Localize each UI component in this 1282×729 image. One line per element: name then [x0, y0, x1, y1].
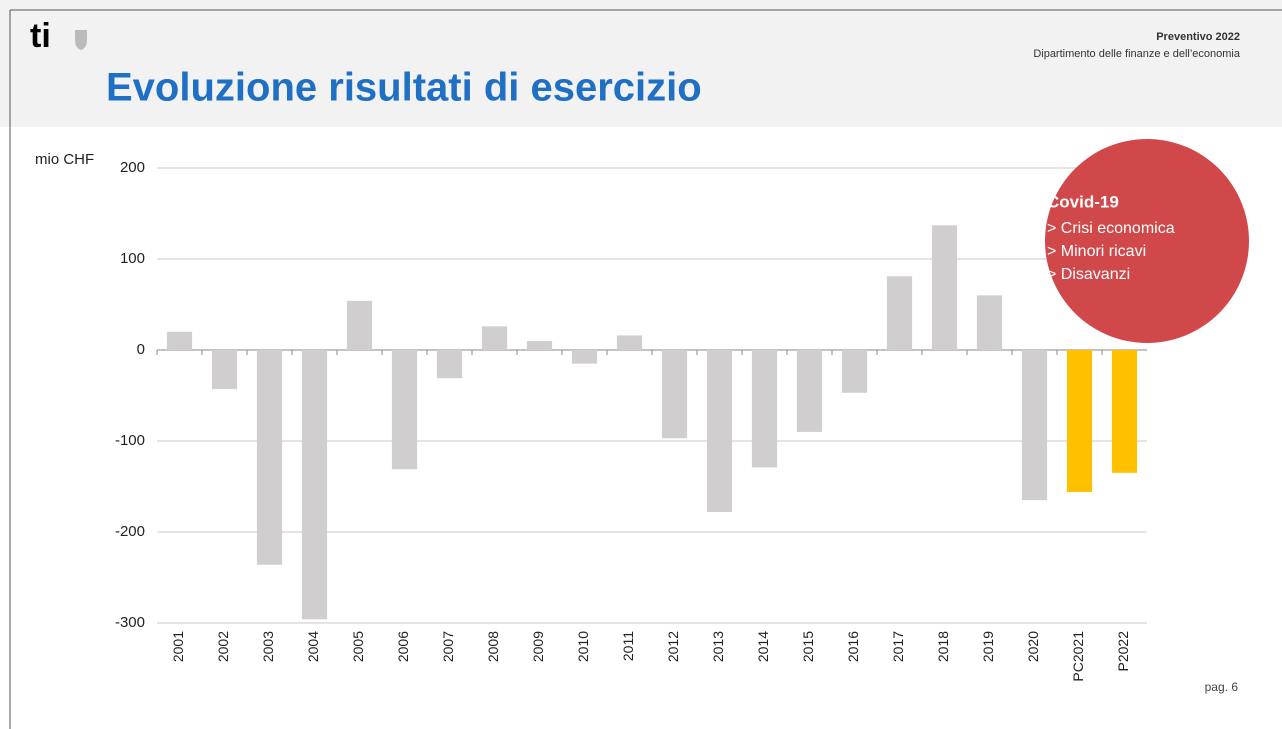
y-tick-label: 100	[120, 250, 145, 267]
x-tick-label: 2007	[440, 631, 456, 662]
x-tick-label: 2014	[755, 631, 771, 662]
bar	[1111, 350, 1138, 473]
bar	[256, 350, 283, 565]
bar	[1021, 350, 1048, 501]
logo-shield	[75, 30, 87, 50]
bar	[166, 331, 193, 350]
bar	[886, 276, 913, 350]
x-tick-label: 2019	[980, 631, 996, 662]
x-tick-label: 2005	[350, 631, 366, 662]
bar	[661, 350, 688, 439]
x-tick-label: 2011	[620, 631, 636, 661]
bar	[751, 350, 778, 468]
y-tick-label: -100	[115, 432, 145, 449]
subtitle: Preventivo 2022	[1156, 31, 1240, 43]
bar	[796, 350, 823, 432]
x-tick-label: 2020	[1025, 631, 1041, 662]
page-number: pag. 6	[1205, 680, 1239, 694]
bar	[436, 350, 463, 379]
y-tick-label: 200	[120, 159, 145, 176]
x-tick-label: 2002	[215, 631, 231, 662]
department: Dipartimento delle finanze e dell’econom…	[1033, 48, 1241, 60]
covid-circle	[1045, 139, 1249, 343]
x-tick-label: 2006	[395, 631, 411, 662]
bar	[706, 350, 733, 512]
x-tick-label: 2010	[575, 631, 591, 662]
y-tick-label: 0	[137, 341, 145, 358]
bar	[841, 350, 868, 393]
x-tick-label: 2015	[800, 631, 816, 662]
bar	[526, 340, 553, 350]
bar	[211, 350, 238, 390]
x-tick-label: 2004	[305, 631, 321, 662]
bar	[976, 295, 1003, 350]
x-tick-label: 2008	[485, 631, 501, 662]
bar	[346, 300, 373, 350]
x-tick-label: 2012	[665, 631, 681, 662]
x-tick-label: 2001	[170, 631, 186, 662]
bar	[391, 350, 418, 470]
bar	[571, 350, 598, 364]
x-tick-label: 2016	[845, 631, 861, 662]
x-tick-label: 2017	[890, 631, 906, 662]
logo: ti	[30, 17, 51, 55]
y-tick-label: -300	[115, 614, 145, 631]
annotation-line: > Minori ricavi	[1047, 243, 1146, 260]
y-axis-label: mio CHF	[35, 151, 94, 168]
bar	[301, 350, 328, 620]
x-tick-label: 2018	[935, 631, 951, 662]
x-tick-label: 2013	[710, 631, 726, 662]
bar	[481, 326, 508, 350]
x-tick-label: P2022	[1115, 631, 1131, 672]
slide-title: Evoluzione risultati di esercizio	[106, 66, 702, 110]
annotation-line: > Disavanzi	[1047, 266, 1130, 283]
header-band	[0, 0, 1282, 127]
annotation-line: > Crisi economica	[1047, 220, 1175, 237]
bar	[1066, 350, 1093, 492]
bar	[931, 225, 958, 350]
x-tick-label: 2003	[260, 631, 276, 662]
bar	[616, 335, 643, 350]
x-tick-label: 2009	[530, 631, 546, 662]
annotation-title: Covid-19	[1047, 192, 1119, 211]
y-tick-label: -200	[115, 523, 145, 540]
x-tick-label: PC2021	[1070, 631, 1086, 682]
